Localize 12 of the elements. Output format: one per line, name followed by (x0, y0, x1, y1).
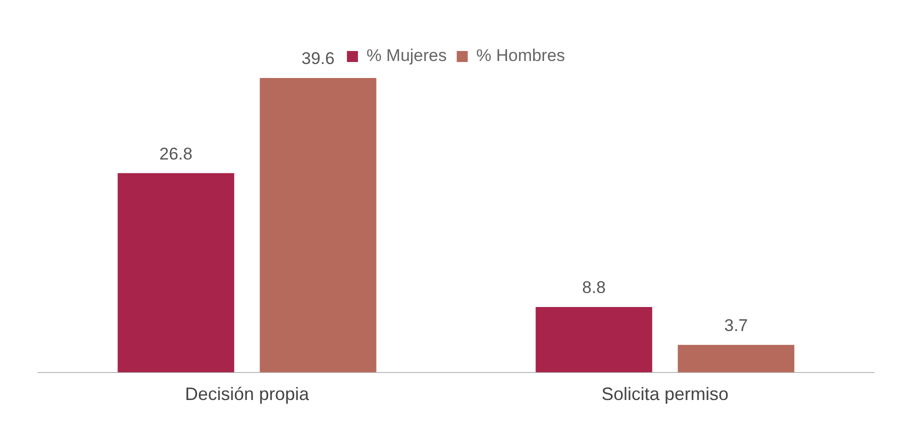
x-tick-label: Solicita permiso (601, 384, 729, 404)
data-label: 3.7 (724, 316, 748, 336)
bar (536, 306, 652, 372)
data-label: 8.8 (582, 278, 606, 298)
bar (678, 344, 794, 372)
data-label: 26.8 (159, 144, 192, 164)
bar (260, 78, 376, 372)
legend-label: % Mujeres (366, 46, 447, 66)
bar (118, 173, 234, 372)
data-label: 39.6 (302, 49, 335, 68)
legend-label: % Hombres (476, 46, 566, 66)
x-tick-label: Decisión propia (184, 384, 310, 404)
